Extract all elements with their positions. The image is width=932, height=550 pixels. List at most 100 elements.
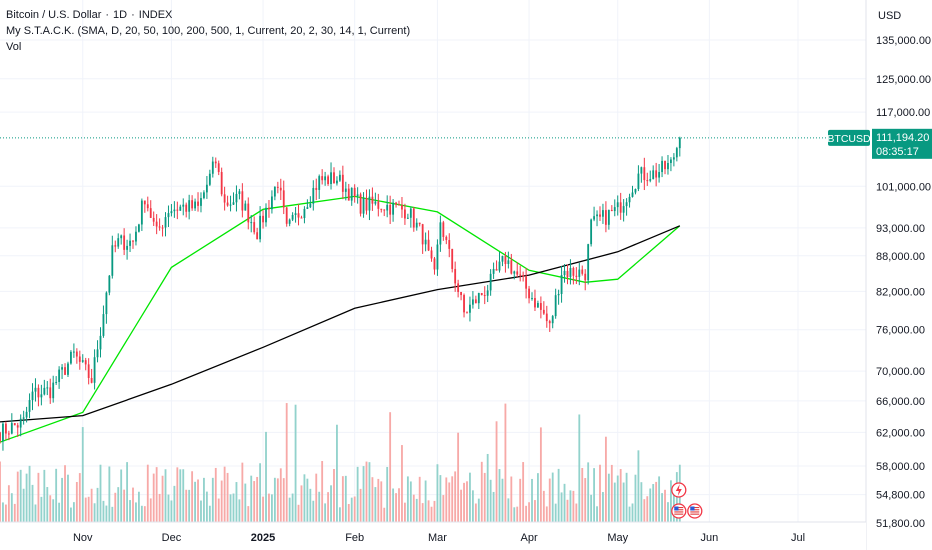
candle-body [194,201,196,209]
volume-bar [61,477,63,522]
candle-body [578,269,581,277]
candle-body [203,192,205,199]
candle-body [25,411,28,418]
candle-body [96,349,99,358]
volume-bar [226,472,229,522]
candle-body [643,167,646,181]
candle-body [634,189,637,193]
volume-bar [575,503,578,522]
candle-body [102,314,105,336]
candle-body [64,367,66,375]
indicator-label[interactable]: My S.T.A.C.K. (SMA, D, 20, 50, 100, 200,… [6,25,411,37]
candle-body [507,260,510,264]
candle-body [149,208,152,218]
candle-body [374,201,377,204]
volume-label[interactable]: Vol [6,41,22,53]
candle-body [108,275,111,293]
candle-body [235,193,238,203]
axis-background [866,0,932,550]
candle-body [607,209,610,225]
volume-bar [0,461,1,522]
volume-bar [318,491,321,522]
candle-body [587,244,590,281]
candle-body [593,216,595,220]
volume-bar [498,469,501,522]
volume-bar [607,473,610,522]
volume-bar [409,481,412,522]
candle-body [347,188,350,201]
volume-bar [398,488,400,522]
volume-bar [312,500,315,522]
candle-body [368,196,371,211]
volume-bar [599,464,601,522]
volume-bar [315,473,318,522]
candle-body [16,425,19,428]
volume-bar [129,500,131,522]
volume-bar [377,478,380,522]
candle-body [359,194,362,214]
candle-body [309,203,312,208]
volume-bar [220,480,223,522]
time-tick-label: Jul [791,532,805,544]
volume-bar [560,492,563,522]
volume-bar [31,484,34,522]
candle-body [451,248,454,269]
candle-body [430,250,433,259]
volume-bar [211,477,214,522]
candle-body [129,240,131,246]
volume-bar [593,468,595,522]
us-flag-icon [671,503,687,519]
volume-bar [282,478,285,522]
candle-body [525,276,528,289]
volume-bar [297,504,300,522]
volume-bar [256,476,259,522]
volume-bar [341,476,344,522]
candle-body [152,217,155,222]
candle-body [285,207,288,224]
volume-bar [418,476,421,522]
symbol-title[interactable]: Bitcoin / U.S. Dollar [6,9,102,21]
volume-bar [37,472,40,522]
symbol-line[interactable]: Bitcoin / U.S. Dollar · 1D · INDEX [6,7,410,23]
volume-bar [557,468,560,522]
volume-bar [501,478,504,522]
volume-bar [185,489,188,522]
volume-bar [241,462,244,522]
candle-body [197,201,199,206]
candle-body [386,204,389,211]
volume-bar [158,493,161,522]
volume-bar [395,493,397,522]
candle-body [406,217,409,219]
volume-bar [152,473,155,522]
volume-bar [469,472,471,522]
candle-body [321,176,324,181]
candle-body [637,173,640,190]
candle-body [672,157,675,160]
volume-bar [661,493,663,522]
last-price-label: 111,194.20 [876,132,929,144]
volume-bar [4,504,7,522]
volume-bar [70,507,72,522]
volume-bar [602,492,604,522]
volume-bar [123,489,126,522]
volume-bar [480,461,483,522]
volume-bar [81,427,84,522]
volume-bar [229,494,232,522]
sma-fast-line [0,195,681,443]
interval-label[interactable]: 1D [113,9,128,21]
volume-bar [19,469,22,522]
candle-body [649,179,652,181]
candle-body [466,312,468,314]
candle-body [173,209,176,212]
volume-bar [436,464,439,522]
candle-body [596,214,598,217]
candle-body [460,291,462,296]
candle-body [616,202,619,208]
volume-bar [64,465,66,522]
volume-bar [321,461,324,522]
candle-body [327,176,329,185]
candle-body [477,293,480,304]
volume-bar [140,505,143,522]
candle-body [480,293,483,296]
